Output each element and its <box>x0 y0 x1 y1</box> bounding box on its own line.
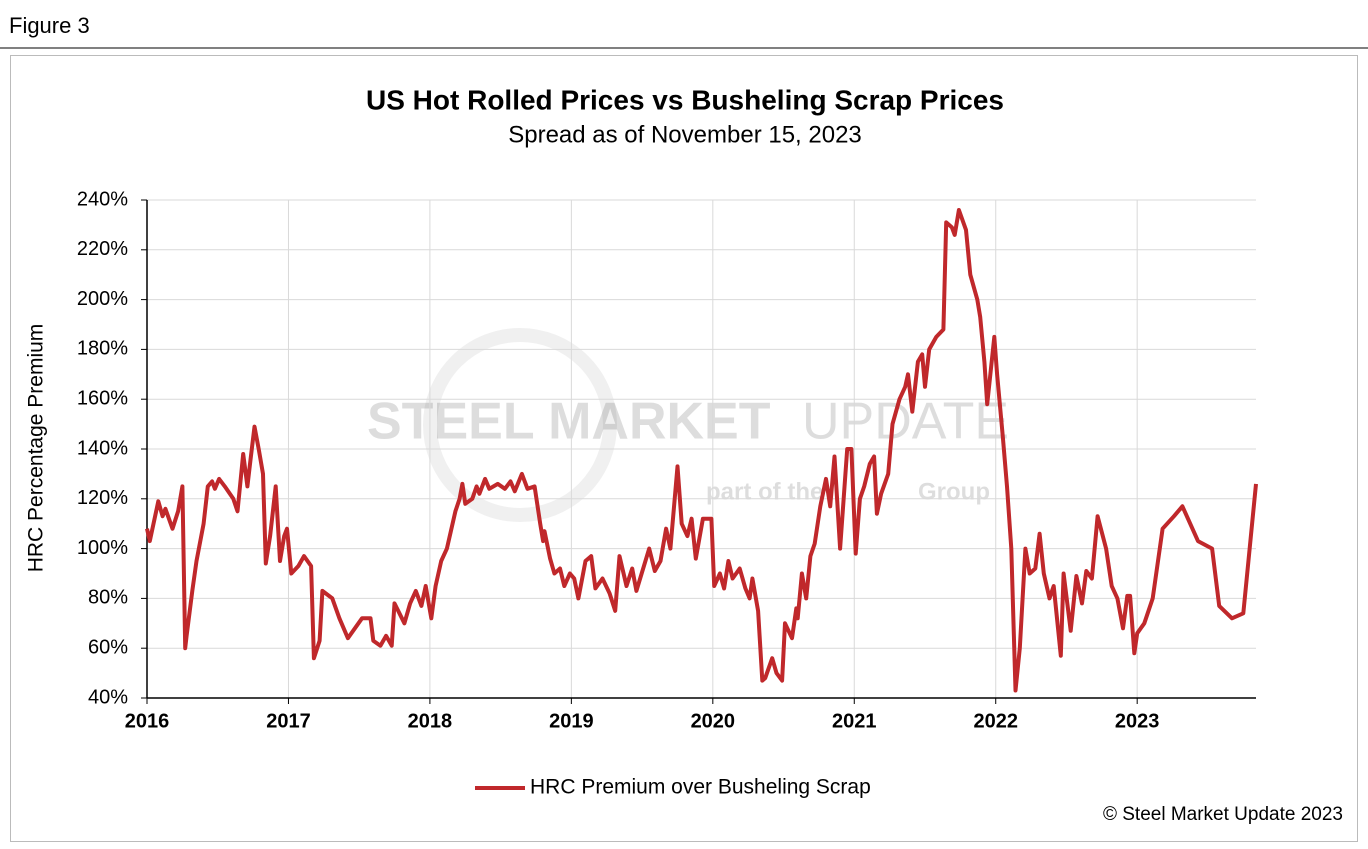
x-tick-label: 2021 <box>832 710 877 732</box>
y-tick-label: 160% <box>77 387 128 409</box>
x-tick-label: 2016 <box>125 710 170 732</box>
y-axis-label: HRC Percentage Premium <box>25 324 48 573</box>
figure-label: Figure 3 <box>9 13 90 38</box>
x-tick-label: 2022 <box>973 710 1018 732</box>
watermark: STEEL MARKET <box>367 393 771 451</box>
source: © Steel Market Update 2023 <box>1103 804 1343 825</box>
legend-label: HRC Premium over Busheling Scrap <box>530 776 871 799</box>
plot: STEEL MARKET UPDATE part of the Group <box>141 199 1258 704</box>
y-tick-label: 100% <box>77 537 128 559</box>
x-tick-label: 2023 <box>1115 710 1160 732</box>
y-tick-label: 80% <box>88 587 128 609</box>
chart-subtitle: Spread as of November 15, 2023 <box>508 121 862 148</box>
x-tick-label: 2019 <box>549 710 594 732</box>
y-tick-label: 240% <box>77 188 128 210</box>
x-tick-label: 2018 <box>408 710 453 732</box>
y-tick-label: 40% <box>88 686 128 708</box>
data-line <box>145 208 1258 693</box>
y-tick-label: 220% <box>77 238 128 260</box>
y-tick-label: 140% <box>77 437 128 459</box>
chart-title: US Hot Rolled Prices vs Busheling Scrap … <box>366 84 1004 115</box>
y-tick-label: 60% <box>88 636 128 658</box>
x-tick-label: 2017 <box>266 710 311 732</box>
watermark: Group <box>918 478 990 505</box>
y-tick-label: 200% <box>77 288 128 310</box>
watermark: part of the <box>706 478 823 505</box>
watermark: UPDATE <box>802 393 1009 451</box>
y-tick-label: 180% <box>77 338 128 360</box>
x-tick-label: 2020 <box>691 710 736 732</box>
y-tick-label: 120% <box>77 487 128 509</box>
